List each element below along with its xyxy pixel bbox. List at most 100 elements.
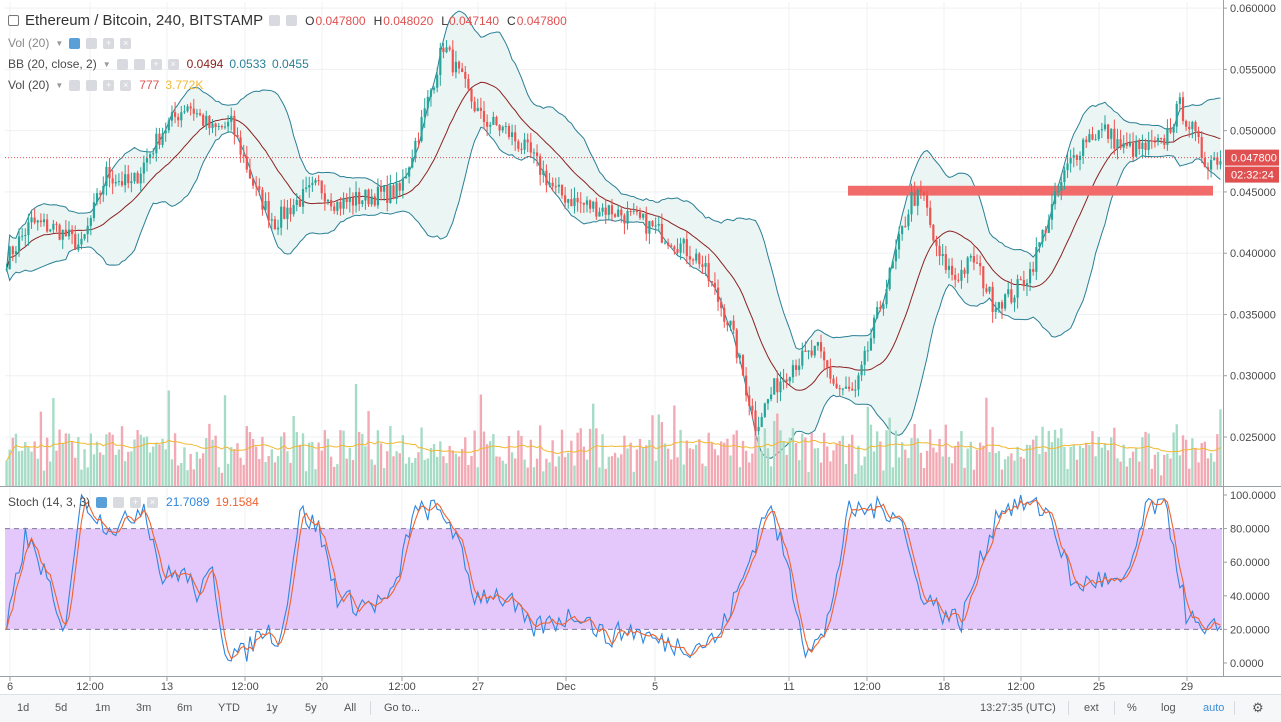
volume-bar: [1116, 458, 1119, 486]
volume-bar: [1028, 445, 1032, 486]
candle-body: [1216, 157, 1219, 165]
range-ytd-button[interactable]: YTD: [218, 702, 240, 714]
candle-body: [217, 125, 220, 127]
candle-body: [1000, 302, 1004, 309]
bb-basis-value: 0.0494: [186, 57, 224, 71]
auto-toggle[interactable]: auto: [1203, 702, 1225, 714]
eye-icon[interactable]: [96, 496, 108, 508]
candle-body: [404, 176, 408, 179]
price-tick-label: 0.035000: [1230, 309, 1276, 321]
plus-icon[interactable]: +: [150, 58, 162, 70]
candle-body: [373, 196, 376, 206]
range-5y-button[interactable]: 5y: [305, 702, 317, 714]
volume-bar: [785, 454, 788, 486]
candle-body: [1035, 247, 1038, 272]
candle-body: [1019, 279, 1022, 281]
volume-bar: [1025, 444, 1029, 486]
volume-bar: [1213, 461, 1216, 486]
volume-bar: [676, 457, 679, 486]
candle-body: [158, 133, 161, 145]
volume-bar: [1106, 450, 1110, 486]
eye-icon[interactable]: [69, 37, 81, 49]
gear-icon[interactable]: [133, 58, 145, 70]
candle-body: [1209, 160, 1213, 170]
gear-icon[interactable]: ⚙: [1252, 700, 1264, 715]
time-tick-label: 6: [7, 681, 13, 693]
candle-body: [726, 321, 729, 326]
chart-canvas[interactable]: 0.060000 0.055000 0.050000 0.045000 0.040000…: [0, 0, 1281, 694]
volume-bar: [89, 433, 92, 486]
ext-toggle[interactable]: ext: [1084, 702, 1099, 714]
volume-bar: [872, 451, 876, 486]
close-icon[interactable]: ×: [120, 79, 132, 91]
candle-body: [966, 257, 969, 274]
candle-body: [1203, 158, 1206, 168]
log-toggle[interactable]: log: [1161, 702, 1176, 714]
candle-body: [517, 141, 520, 149]
close-icon[interactable]: ×: [147, 496, 159, 508]
candle-body: [198, 113, 202, 115]
candle-body: [155, 133, 158, 154]
plus-icon[interactable]: +: [103, 79, 115, 91]
bb-fill: [6, 10, 1221, 459]
collapse-icon[interactable]: [8, 15, 19, 26]
candle-body: [208, 115, 211, 129]
volume-bar: [133, 439, 136, 486]
candle-body: [682, 239, 685, 244]
plus-icon[interactable]: +: [130, 496, 142, 508]
range-3m-button[interactable]: 3m: [136, 702, 152, 714]
pane-frame: [0, 0, 1281, 677]
range-all-button[interactable]: All: [344, 702, 357, 714]
chevron-down-icon[interactable]: ▼: [102, 59, 111, 69]
close-icon[interactable]: ×: [167, 58, 179, 70]
candle-body: [635, 210, 638, 213]
volume-bar: [560, 429, 564, 486]
goto-button[interactable]: Go to...: [384, 702, 421, 714]
volume-bar: [145, 436, 149, 486]
plus-icon[interactable]: +: [103, 37, 115, 49]
candle-body: [947, 265, 951, 270]
volume-bar: [1091, 431, 1094, 486]
candle-body: [798, 365, 801, 370]
gear-icon[interactable]: [286, 15, 298, 26]
volume-bar: [1138, 461, 1141, 486]
candle-body: [960, 269, 963, 281]
eye-icon[interactable]: [69, 79, 81, 91]
volume-bar: [526, 467, 529, 486]
candle-body: [1188, 126, 1191, 130]
chevron-down-icon[interactable]: ▼: [55, 38, 64, 48]
candle-body: [74, 234, 77, 250]
candle-body: [264, 200, 267, 210]
range-1y-button[interactable]: 1y: [266, 702, 278, 714]
volume-bar: [900, 442, 904, 486]
volume-bar: [214, 435, 217, 486]
volume-bar: [392, 456, 395, 486]
gear-icon[interactable]: [113, 496, 125, 508]
candle-body: [1025, 283, 1029, 287]
candle-body: [423, 108, 426, 117]
eye-icon[interactable]: [116, 58, 128, 70]
volume-bar: [1144, 431, 1147, 486]
range-6m-button[interactable]: 6m: [177, 702, 193, 714]
gear-icon[interactable]: [86, 79, 98, 91]
candle-body: [573, 197, 576, 207]
volume-bar: [448, 445, 451, 486]
candle-body: [330, 199, 333, 207]
candle-body: [1163, 138, 1166, 145]
candle-body: [1004, 294, 1007, 309]
volume-bar: [710, 442, 713, 486]
volume-bar: [744, 450, 748, 486]
volume-bar: [729, 455, 732, 486]
chevron-down-icon[interactable]: ▼: [55, 80, 64, 90]
volume-bar: [554, 466, 557, 486]
settings-icon[interactable]: [269, 15, 281, 26]
percent-toggle[interactable]: %: [1127, 702, 1137, 714]
volume-bar: [563, 457, 567, 486]
gear-icon[interactable]: [86, 37, 98, 49]
volume-bar: [567, 452, 570, 486]
range-5d-button[interactable]: 5d: [55, 702, 68, 714]
range-1d-button[interactable]: 1d: [17, 702, 30, 714]
close-icon[interactable]: ×: [120, 37, 132, 49]
volume-bar: [523, 459, 526, 486]
range-1m-button[interactable]: 1m: [95, 702, 111, 714]
